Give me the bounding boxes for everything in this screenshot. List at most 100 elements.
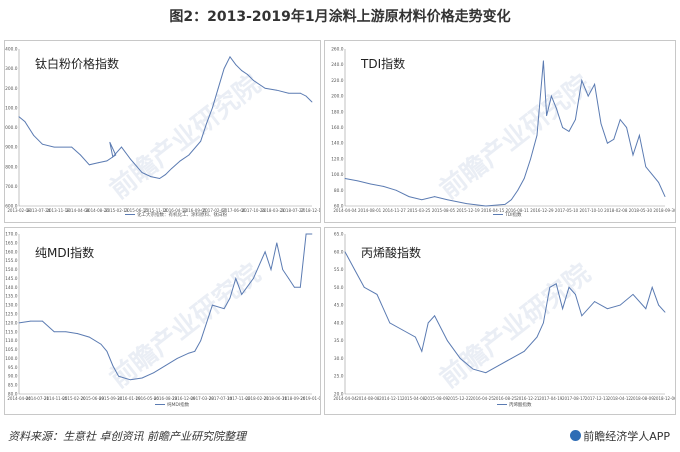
y-tick-label: 105.0 — [5, 347, 18, 353]
x-tick-label: 2013-11-18 — [46, 208, 70, 213]
data-point — [170, 168, 172, 170]
data-point — [217, 87, 219, 89]
x-tick-label: 2017-03-28 — [191, 396, 215, 401]
x-tick-label: 2015-08-05 — [432, 208, 456, 213]
data-point — [206, 123, 207, 124]
brand-logo-icon — [570, 430, 582, 441]
y-tick-label: 800.0 — [5, 164, 18, 170]
legend: 纯MDI指数 — [155, 402, 189, 408]
data-point — [395, 189, 397, 191]
chart-title: 钛白粉价格指数 — [35, 57, 120, 71]
data-point — [594, 83, 595, 85]
data-point — [549, 286, 551, 288]
data-point — [100, 343, 102, 345]
legend-label: 丙烯酸指数 — [509, 403, 532, 408]
x-tick-label: 2017-02-07 — [203, 208, 227, 213]
x-tick-label: 2017-10-10 — [580, 208, 604, 213]
legend-label: 化工大宗指数：有机化工、涂料原料、钛白粉 — [137, 213, 227, 218]
x-tick-label: 2015-12-22 — [448, 396, 472, 401]
data-point — [427, 322, 429, 324]
data-point — [115, 154, 117, 156]
x-tick-label: 2017-06-06 — [222, 208, 246, 213]
data-point — [106, 350, 108, 352]
data-point — [511, 358, 512, 359]
data-point — [276, 242, 278, 244]
y-tick-label: 220.0 — [331, 78, 344, 84]
data-point — [619, 119, 621, 121]
data-point — [607, 308, 608, 310]
data-point — [555, 283, 557, 285]
data-point — [299, 92, 301, 94]
data-point — [555, 107, 557, 109]
data-point — [80, 154, 81, 156]
x-tick-label: 2018-12-06 — [653, 396, 675, 401]
x-tick-label: 2017-11-02 — [227, 396, 251, 401]
y-tick-label: 55.0 — [334, 267, 344, 273]
data-point — [264, 251, 266, 253]
x-tick-label: 2015-11-16 — [144, 208, 168, 213]
data-point — [200, 140, 202, 142]
x-tick-label: 2016-08-11 — [506, 208, 530, 213]
x-tick-label: 2018-04-12 — [608, 396, 632, 401]
data-point — [241, 70, 243, 71]
y-tick-label: 700.0 — [5, 184, 18, 190]
data-point — [523, 178, 525, 179]
chart-panel-pure-mdi: 80.0 85.0 90.0 95.0 100.0 105.0 110.0 115.0 120.… — [4, 227, 321, 415]
x-tick-label: 2016-04-25 — [471, 396, 495, 401]
data-point — [447, 199, 448, 201]
x-tick-label: 2018-09-26 — [282, 396, 306, 401]
data-point — [530, 158, 531, 160]
y-tick-label: 260.0 — [331, 47, 344, 53]
x-tick-label: 2014-11-05 — [44, 396, 68, 401]
x-tick-label: 2015-06-15 — [125, 208, 149, 213]
data-point — [53, 146, 55, 148]
data-point — [658, 182, 659, 183]
x-tick-label: 2018-08-09 — [631, 396, 655, 401]
y-tick-label: 20.0 — [334, 392, 344, 398]
chart-title: TDI指数 — [361, 57, 406, 71]
data-point — [536, 134, 538, 136]
data-point — [253, 80, 254, 81]
data-point — [581, 315, 583, 317]
legend-label: TDI指数 — [505, 213, 522, 218]
x-tick-label: 2016-01-19 — [117, 396, 141, 401]
y-tick-label: 120.0 — [5, 320, 18, 326]
data-point — [658, 304, 659, 306]
y-tick-label: 60.0 — [334, 204, 344, 210]
data-point — [109, 141, 111, 143]
series-line — [18, 55, 313, 180]
data-point — [188, 352, 190, 354]
y-tick-label: 125.0 — [5, 312, 18, 318]
data-point — [639, 134, 640, 136]
legend: 丙烯酸指数 — [497, 402, 532, 408]
data-point — [150, 176, 152, 177]
data-point — [543, 322, 544, 324]
x-tick-label: 2017-05-10 — [555, 208, 579, 213]
axis-lines — [18, 234, 312, 395]
series-line — [344, 251, 666, 374]
y-tick-label: 160.0 — [5, 249, 18, 255]
x-tick-label: 2016-04-12 — [164, 208, 188, 213]
data-point — [288, 278, 289, 279]
legend-label: 纯MDI指数 — [167, 403, 190, 408]
series-line — [344, 60, 666, 207]
y-tick-label: 80.0 — [8, 392, 18, 398]
data-point — [357, 180, 359, 182]
y-tick-label: 155.0 — [5, 258, 18, 264]
y-tick-label: 135.0 — [5, 294, 18, 300]
x-tick-label: 2018-05-30 — [629, 208, 653, 213]
y-tick-label: 160.0 — [331, 125, 344, 131]
y-tick-label: 900.0 — [5, 145, 18, 151]
data-point — [165, 365, 166, 366]
data-point — [523, 350, 525, 352]
x-tick-label: 2014-07-21 — [26, 396, 50, 401]
x-tick-label: 2014-11-27 — [383, 208, 407, 213]
x-tick-label: 2018-02-08 — [604, 208, 628, 213]
chart-title: 丙烯酸指数 — [361, 246, 422, 260]
data-point — [129, 379, 131, 381]
data-point — [235, 278, 237, 279]
chart-svg-2: 80.0 85.0 90.0 95.0 100.0 105.0 110.0 115.0 120.… — [5, 232, 320, 402]
chart-panel-tdi: 60.0 80.0 100.0 120.0 140.0 160.0 180.0 200.0 22… — [324, 40, 676, 223]
x-tick-label: 2014-04-04 — [333, 396, 357, 401]
y-tick-label: 200.0 — [331, 94, 344, 100]
